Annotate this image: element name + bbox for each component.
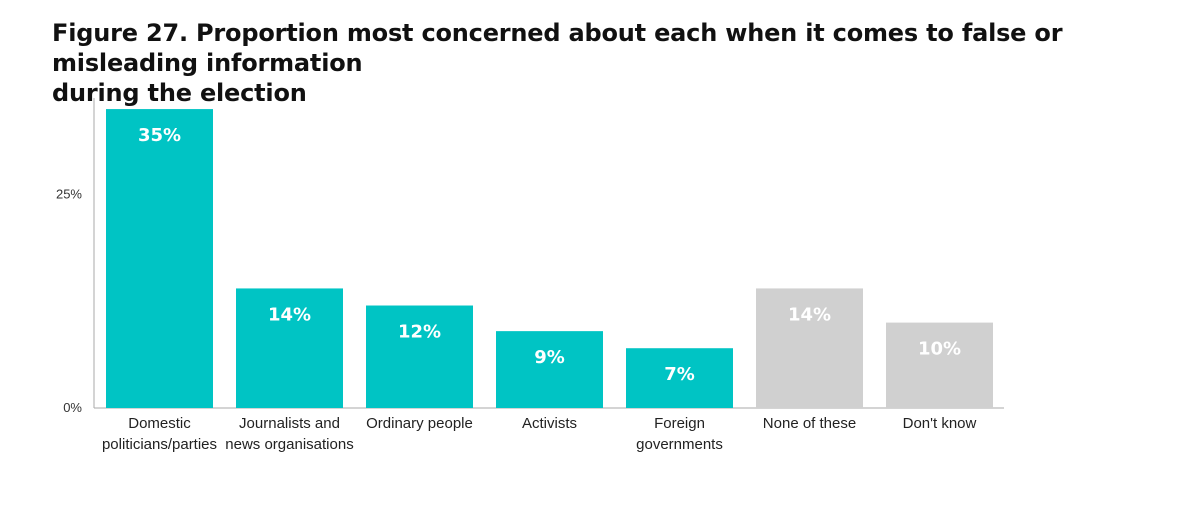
y-axis-ticks: 0% 25% — [56, 186, 82, 415]
category-label: Ordinary people — [366, 415, 473, 432]
bar — [626, 348, 733, 408]
bar — [496, 331, 603, 408]
figure-title: Figure 27. Proportion most concerned abo… — [52, 18, 1172, 108]
bar-value-label: 9% — [534, 347, 565, 368]
category-label: Journalists and news organisations — [225, 415, 353, 453]
bars — [106, 109, 993, 408]
bar — [106, 109, 213, 408]
figure-title-line-1: Figure 27. Proportion most concerned abo… — [52, 19, 1063, 77]
bar — [756, 288, 863, 408]
bar — [886, 322, 993, 408]
bar-value-label: 10% — [918, 339, 961, 360]
y-tick-label: 0% — [63, 400, 82, 415]
bar-value-label: 14% — [268, 304, 311, 325]
category-label: Foreign governments — [636, 415, 723, 453]
bar-value-label: 35% — [138, 125, 181, 146]
value-labels: 35% 14% 12% 9% 7% 14% 10% — [138, 125, 961, 385]
bar — [366, 305, 473, 408]
cutoff-text-remnant — [52, 507, 1122, 523]
category-label: Don't know — [903, 415, 977, 432]
bar-value-label: 7% — [664, 364, 695, 385]
bar — [236, 288, 343, 408]
category-label: None of these — [763, 415, 856, 432]
category-label: Domestic politicians/parties — [102, 415, 217, 453]
category-label: Activists — [522, 415, 577, 432]
bar-value-label: 12% — [398, 322, 441, 343]
bar-value-label: 14% — [788, 304, 831, 325]
y-tick-label: 25% — [56, 186, 82, 201]
